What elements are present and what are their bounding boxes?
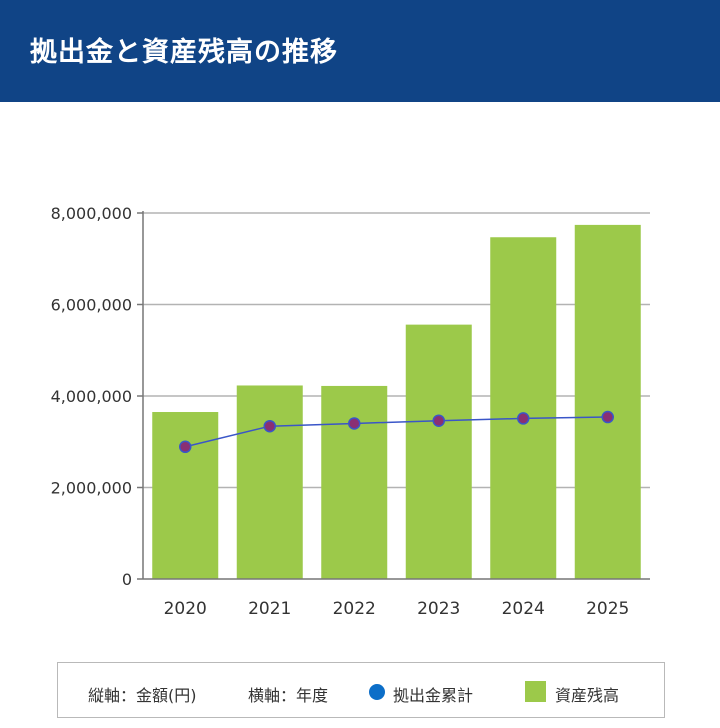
page-header: 拠出金と資産残高の推移	[0, 0, 720, 102]
x-tick-label: 2022	[333, 599, 376, 619]
bar	[490, 237, 557, 579]
page-title: 拠出金と資産残高の推移	[30, 37, 338, 68]
bar	[405, 324, 472, 579]
line-point	[601, 410, 614, 424]
legend-horizontal-axis-label: 横軸：年度	[248, 686, 329, 705]
legend-line-series-label: 拠出金累計	[393, 686, 474, 705]
y-tick-label: 0	[122, 570, 132, 589]
x-tick-label: 2024	[502, 599, 545, 619]
chart: 0 2,000,000 4,000,000 6,000,000 8,000,000 202…	[51, 204, 650, 619]
bar	[574, 224, 641, 579]
y-tick-label: 2,000,000	[51, 479, 132, 498]
y-tick-label: 4,000,000	[51, 387, 132, 406]
bar	[236, 385, 303, 579]
legend-bar-series-label: 資産残高	[555, 686, 620, 705]
x-tick-label: 2025	[586, 599, 629, 619]
line-point	[432, 414, 445, 427]
line-point	[263, 419, 276, 433]
y-tick-label: 8,000,000	[51, 204, 132, 223]
y-tick-label: 6,000,000	[51, 296, 132, 315]
legend-line-marker-icon	[369, 684, 385, 700]
bar	[321, 385, 388, 579]
legend-vertical-axis-label: 縦軸：金額(円)	[88, 686, 197, 705]
legend-bar-marker-icon	[525, 681, 546, 702]
x-tick-label: 2021	[248, 599, 291, 619]
x-tick-label: 2023	[417, 599, 460, 619]
line-point	[348, 417, 361, 430]
chart-legend: 縦軸：金額(円) 横軸：年度 拠出金累計 資産残高	[57, 662, 665, 718]
line-series	[185, 416, 608, 448]
x-tick-label: 2020	[164, 599, 207, 619]
bar	[152, 412, 219, 579]
line-point	[517, 412, 530, 425]
line-point	[179, 440, 192, 454]
